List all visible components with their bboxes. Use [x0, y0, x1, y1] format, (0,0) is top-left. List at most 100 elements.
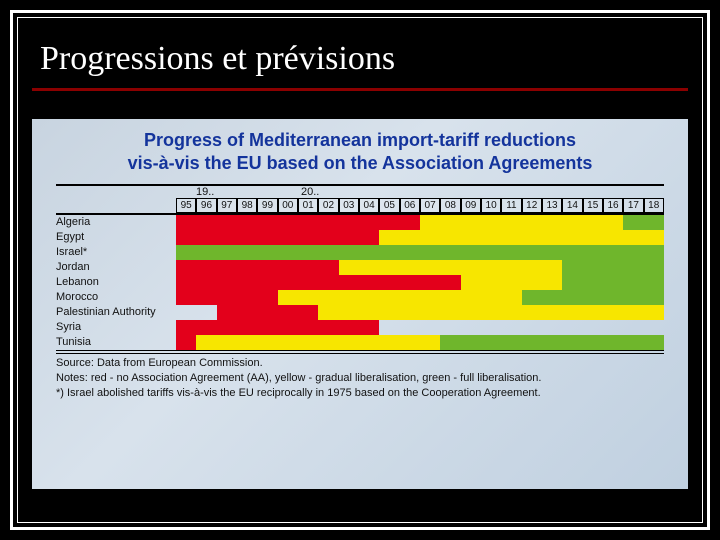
bar-cell	[603, 305, 623, 320]
bar-cell	[339, 290, 359, 305]
notes-source: Source: Data from European Commission.	[56, 356, 664, 371]
bar-cell	[461, 215, 481, 230]
bar-cell	[461, 290, 481, 305]
year-cell: 17	[623, 198, 643, 213]
country-label: Palestinian Authority	[56, 305, 176, 320]
bar-cell	[339, 320, 359, 335]
bar-cell	[542, 320, 562, 335]
slide-outer-frame: Progressions et prévisions Progress of M…	[0, 0, 720, 540]
bar-cell	[237, 275, 257, 290]
bar-cell	[359, 230, 379, 245]
bar-cell	[461, 230, 481, 245]
country-label: Jordan	[56, 260, 176, 275]
bar-cell	[501, 230, 521, 245]
bar-cell	[176, 320, 196, 335]
bar-cell	[339, 275, 359, 290]
country-label: Syria	[56, 320, 176, 335]
bar-cell	[623, 320, 643, 335]
bar-cell	[461, 320, 481, 335]
bar-cell	[339, 260, 359, 275]
bar-cell	[522, 245, 542, 260]
bar-cell	[400, 245, 420, 260]
bar-cell	[603, 290, 623, 305]
bar-cell	[379, 305, 399, 320]
bar-cell	[176, 290, 196, 305]
bar-cell	[461, 245, 481, 260]
bar-cell	[217, 305, 237, 320]
year-cell: 06	[400, 198, 420, 213]
year-cell: 12	[522, 198, 542, 213]
bar-cell	[217, 320, 237, 335]
bar-cell	[379, 290, 399, 305]
bar-cell	[522, 215, 542, 230]
bar-cell	[623, 260, 643, 275]
bar-cell	[583, 305, 603, 320]
year-cell: 09	[461, 198, 481, 213]
bar-cell	[217, 335, 237, 350]
bar-cells	[176, 245, 664, 260]
bar-cell	[420, 290, 440, 305]
bar-cell	[237, 305, 257, 320]
year-cell: 11	[501, 198, 521, 213]
decade-header: 19.. 20..	[56, 184, 664, 198]
table-row: Egypt	[56, 230, 664, 245]
bar-cell	[318, 215, 338, 230]
bar-cell	[196, 320, 216, 335]
bar-cell	[522, 335, 542, 350]
bar-cell	[440, 305, 460, 320]
bar-cell	[400, 305, 420, 320]
chart-container: Progress of Mediterranean import-tariff …	[32, 119, 688, 489]
bar-cell	[603, 245, 623, 260]
bar-cell	[623, 215, 643, 230]
bar-cell	[196, 290, 216, 305]
bar-cell	[440, 290, 460, 305]
bar-cell	[623, 290, 643, 305]
table-row: Palestinian Authority	[56, 305, 664, 320]
year-cell: 01	[298, 198, 318, 213]
bar-cell	[583, 215, 603, 230]
bar-cell	[522, 230, 542, 245]
bar-cells	[176, 230, 664, 245]
bar-cell	[278, 260, 298, 275]
bar-cell	[257, 290, 277, 305]
bar-cell	[400, 230, 420, 245]
bar-cell	[339, 230, 359, 245]
bar-cell	[339, 215, 359, 230]
bar-cell	[237, 335, 257, 350]
bar-cells	[176, 320, 664, 335]
year-cell: 14	[562, 198, 582, 213]
bar-cell	[623, 335, 643, 350]
year-cell: 16	[603, 198, 623, 213]
bar-cell	[420, 245, 440, 260]
bar-cell	[461, 335, 481, 350]
bar-cell	[481, 320, 501, 335]
bar-cell	[420, 275, 440, 290]
bar-cell	[298, 230, 318, 245]
bar-cell	[318, 305, 338, 320]
bar-cell	[298, 245, 318, 260]
bar-cell	[298, 305, 318, 320]
bar-cell	[501, 305, 521, 320]
bar-cell	[644, 275, 664, 290]
bar-cell	[542, 290, 562, 305]
bar-cell	[217, 260, 237, 275]
table-row: Tunisia	[56, 335, 664, 350]
bar-cell	[359, 305, 379, 320]
bar-cell	[176, 305, 196, 320]
bar-cell	[176, 275, 196, 290]
bar-cell	[278, 335, 298, 350]
bar-cell	[278, 230, 298, 245]
year-cell: 02	[318, 198, 338, 213]
table-row: Jordan	[56, 260, 664, 275]
bar-cell	[644, 230, 664, 245]
bar-cell	[400, 275, 420, 290]
chart-title: Progress of Mediterranean import-tariff …	[32, 119, 688, 180]
year-cell: 13	[542, 198, 562, 213]
bar-cell	[278, 245, 298, 260]
bar-cell	[237, 215, 257, 230]
bar-cell	[562, 245, 582, 260]
bar-cell	[318, 275, 338, 290]
bar-cell	[603, 230, 623, 245]
bar-cell	[217, 215, 237, 230]
bar-cell	[318, 335, 338, 350]
